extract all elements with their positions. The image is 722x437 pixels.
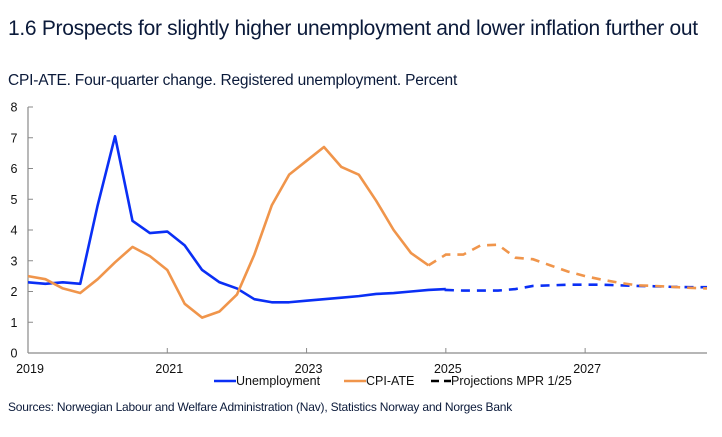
legend-label-cpi-ate: CPI-ATE	[366, 374, 414, 388]
y-tick-label: 3	[11, 254, 18, 268]
chart-subtitle: CPI-ATE. Four-quarter change. Registered…	[8, 72, 458, 89]
legend: Unemployment CPI-ATE Projections MPR 1/25	[214, 374, 572, 388]
y-tick-label: 0	[11, 347, 18, 361]
sources-note: Sources: Norwegian Labour and Welfare Ad…	[8, 400, 513, 414]
axes: 0 1 2 3 4 5 6 7 8 2019 2021 2023 2025 2027	[11, 101, 707, 376]
y-tick-label: 2	[11, 285, 18, 299]
y-tick-label: 4	[11, 224, 18, 238]
y-tick-label: 7	[11, 131, 18, 145]
x-tick-label: 2023	[295, 362, 323, 376]
legend-label-projections-mpr-1-25: Projections MPR 1/25	[451, 374, 572, 388]
y-tick-label: 8	[11, 101, 18, 115]
legend-label-unemployment: Unemployment	[236, 374, 321, 388]
cpi-ate-historical-line	[27, 145, 430, 319]
chart-title: 1.6 Prospects for slightly higher unempl…	[8, 17, 698, 40]
x-tick-label: 2027	[573, 362, 601, 376]
x-tick-label: 2019	[16, 362, 44, 376]
series-group	[27, 134, 708, 319]
unemployment-projection-line	[444, 283, 707, 292]
x-tick-label: 2025	[434, 362, 462, 376]
y-tick-label: 6	[11, 162, 18, 176]
y-tick-label: 5	[11, 193, 18, 207]
unemployment-historical-line	[27, 134, 446, 304]
x-tick-label: 2021	[155, 362, 183, 376]
y-tick-label: 1	[11, 316, 18, 330]
cpi-ate-projection-line	[427, 243, 708, 290]
